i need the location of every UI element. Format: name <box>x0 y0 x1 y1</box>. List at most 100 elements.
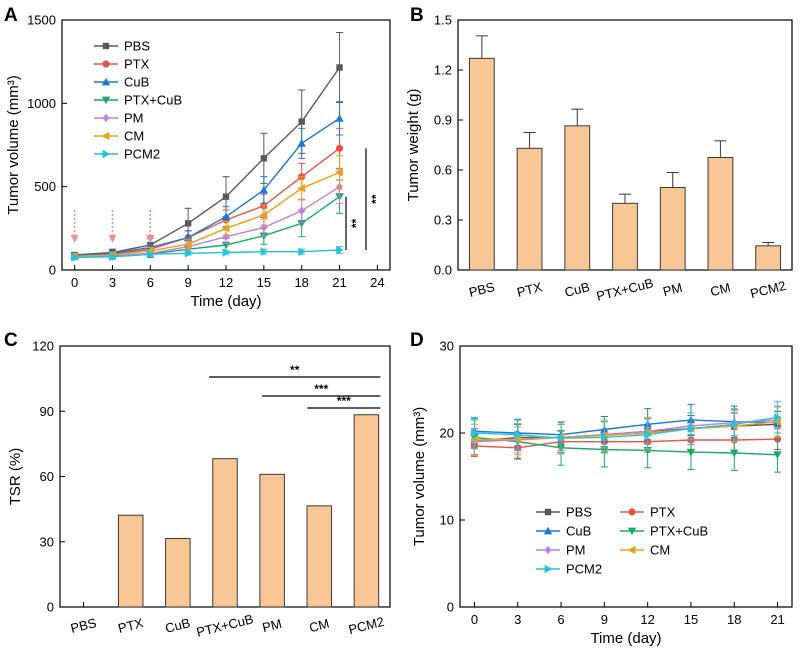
panel-a-legend-item-cub-swatch-marker <box>101 77 111 86</box>
panel-d-legend-item-cm-swatch-marker <box>627 545 636 555</box>
panel-a-legend-item-pbs-label: PBS <box>124 39 150 54</box>
panel-b-xtick-label-ptx-cub: PTX+CuB <box>595 275 655 304</box>
panel-d-chart: 0 10 20 30 Tumor volume (mm³) 0 3 6 9 12 15 18 21 Tim… <box>411 339 793 647</box>
panel-c-significance-label: *** <box>314 382 328 396</box>
panel-b-xtick-label-ptx: PTX <box>515 279 543 300</box>
panel-a-legend-item-pbs-swatch-marker <box>102 42 110 50</box>
panel-d-xtick-label: 0 <box>471 612 478 627</box>
panel-a-series-pm-point <box>260 223 268 232</box>
panel-a-legend-item-ptx-cub-label: PTX+CuB <box>124 93 182 108</box>
panel-b-bar-ptx-cub <box>612 202 638 271</box>
panel-a-series-cub-point <box>335 114 344 122</box>
panel-a-series-pbs-line <box>74 67 341 256</box>
panel-a-series-pcm2-point <box>222 248 231 257</box>
panel-c-ytick-label: 120 <box>32 339 54 354</box>
panel-c-bar-ptx <box>117 514 144 608</box>
panel-a-xtick-label: 18 <box>294 275 308 290</box>
panel-a-series-pm-line <box>74 186 340 258</box>
panel-a-series-ptx-point <box>335 144 344 152</box>
panel-b-ytick-label: 1.2 <box>434 63 452 78</box>
panel-a-series-cub-point <box>259 185 269 194</box>
panel-d-legend-item-pbs: PBS <box>536 505 592 520</box>
panel-d-series-pcm2-point <box>514 430 522 439</box>
panel-a-series-pcm2-point <box>109 252 117 261</box>
panel-d-legend-item-cub-swatch-marker <box>543 526 553 535</box>
panel-d-ytick-label: 10 <box>440 513 454 528</box>
panel-d-xtick-label: 6 <box>557 612 564 627</box>
panel-d-legend-item-ptx: PTX <box>620 505 676 520</box>
panel-d-series-pm-line <box>474 419 778 443</box>
panel-c-bar-cm <box>306 505 333 608</box>
panel-d-legend-item-pbs-label: PBS <box>566 505 592 520</box>
panel-d-xtick-label: 9 <box>601 612 608 627</box>
panel-d-series-pcm2-line <box>474 416 778 439</box>
panel-a-xtick-label: 9 <box>185 275 192 290</box>
panel-a-xtick-label: 21 <box>332 275 346 290</box>
panel-a-legend-item-ptx: PTX <box>94 57 150 72</box>
panel-b-bar-cub <box>564 125 591 271</box>
panel-d-ytick-label: 30 <box>440 339 454 354</box>
panel-a-legend-item-ptx-cub: PTX+CuB <box>94 93 182 108</box>
panel-b-bar-pcm2 <box>755 245 782 271</box>
panel-a-series-cub-point <box>297 139 306 147</box>
panel-d-legend-item-pcm2: PCM2 <box>536 562 602 577</box>
panel-a-legend-item-pm: PM <box>94 111 144 126</box>
panel-b-chart: 0.0 0.3 0.6 0.9 1.2 1.5 Tumor weight (g) PBS PTX… <box>405 13 793 304</box>
panel-a-series-cm-point <box>335 168 343 177</box>
panel-d-series-ptx-cub-point <box>773 451 782 459</box>
panel-d-series-pcm2 <box>470 401 782 455</box>
panel-a-legend-item-pm-label: PM <box>124 111 144 126</box>
panel-d-series-ptx-line <box>474 438 778 449</box>
panel-d-series-pcm2-point <box>644 430 652 439</box>
panel-b-ytick-label: 0.3 <box>434 213 452 228</box>
panel-a-ytick-label: 500 <box>34 179 56 194</box>
panel-d-x-axis-title: Time (day) <box>590 630 661 647</box>
panel-b-ytick-label: 1.5 <box>434 13 452 28</box>
panel-d-legend-item-ptx-cub: PTX+CuB <box>620 524 708 539</box>
panel-a-legend-item-cm-label: CM <box>124 129 144 144</box>
panel-d-legend-item-pm-label: PM <box>566 543 586 558</box>
panel-letter-b: B <box>410 5 424 26</box>
panel-d-series-ptx-cub-point <box>686 448 696 457</box>
panel-a-legend-item-cub-label: CuB <box>124 75 149 90</box>
panel-d-legend: PBS PTX CuB PTX+CuB PM CM PCM2 <box>536 505 708 577</box>
panel-b-ytick-label: 0.9 <box>434 113 452 128</box>
panel-d-plot-frame <box>459 345 793 608</box>
panel-c-y-axis-title: TSR (%) <box>7 448 24 506</box>
panel-a-legend-item-pcm2-swatch-marker <box>102 149 111 159</box>
panel-d-series-pcm2-point <box>557 434 566 443</box>
panel-d-series-pcm2-point <box>600 433 609 442</box>
panel-d-series-pcm2-point <box>471 428 479 438</box>
panel-a-series-pcm2 <box>71 245 344 262</box>
panel-a-series-cm-line <box>74 171 340 257</box>
panel-a-dosing-arrow-head <box>146 234 155 243</box>
panel-a-legend-item-pcm2-label: PCM2 <box>124 147 160 162</box>
panel-c-ytick-label: 60 <box>40 469 54 484</box>
panel-a-y-axis-title: Tumor volume (mm³) <box>5 75 22 214</box>
panel-d-legend-item-cub: CuB <box>536 524 591 539</box>
panel-d-legend-item-pcm2-swatch-marker <box>544 564 553 574</box>
panel-d-legend-item-cm-label: CM <box>650 543 670 558</box>
panel-a-series-cub-line <box>74 117 340 257</box>
panel-d-legend-item-pcm2-label: PCM2 <box>566 562 602 577</box>
panel-b-bar-pm <box>659 187 686 271</box>
panel-letter-c: C <box>4 330 18 351</box>
panel-d-series-cub-line <box>474 419 778 436</box>
panel-a-xtick-label: 24 <box>370 275 384 290</box>
panel-d-xtick-label: 18 <box>727 612 741 627</box>
panel-a-legend: PBS PTX CuB PTX+CuB PM CM PCM2 <box>94 39 182 162</box>
panel-a-xtick-label: 12 <box>219 275 233 290</box>
panel-a-dosing-arrow-head <box>70 234 79 243</box>
panel-a-dosing-arrow-head <box>108 234 117 243</box>
panel-c-xtick-label-cm: CM <box>308 616 331 635</box>
panel-c-significance-label: *** <box>337 394 351 408</box>
panel-a-xtick-label: 0 <box>71 275 78 290</box>
panel-a-legend-item-cub: CuB <box>94 75 149 90</box>
panel-c-xtick-label-cub: CuB <box>164 615 192 636</box>
panel-d-legend-item-ptx-label: PTX <box>650 505 676 520</box>
panel-letter-a: A <box>4 5 18 26</box>
panel-d-series-cm-line <box>474 421 778 441</box>
panel-a-series-ptx-cub-point <box>297 219 306 228</box>
panel-d-series-ptx-cub-line <box>474 436 778 456</box>
